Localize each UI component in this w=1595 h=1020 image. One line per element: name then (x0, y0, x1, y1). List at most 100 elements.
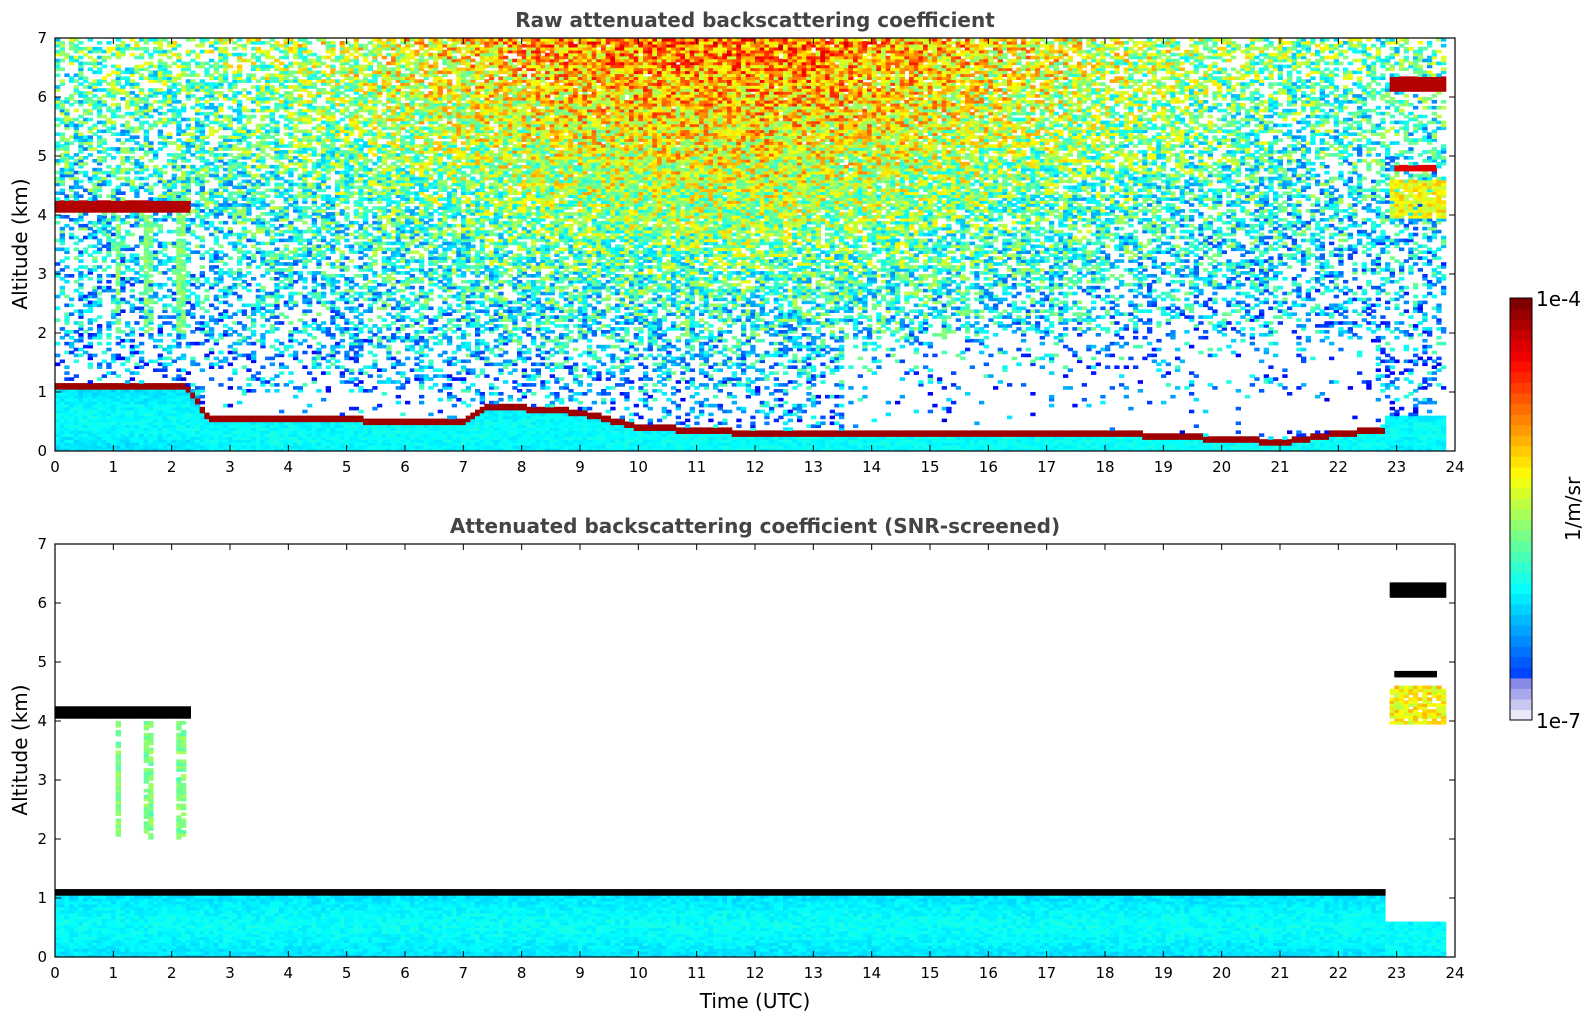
heatmap-cell (195, 97, 201, 101)
heatmap-cell (101, 79, 107, 83)
heatmap-cell (209, 161, 215, 166)
heatmap-cell (293, 394, 299, 399)
heatmap-cell (195, 82, 201, 86)
heatmap-cell (335, 194, 341, 198)
heatmap-cell (106, 173, 112, 178)
heatmap-cell (344, 197, 350, 201)
heatmap-cell (246, 170, 252, 175)
heatmap-cell (83, 303, 89, 308)
heatmap-cell (199, 61, 205, 66)
heatmap-cell (78, 353, 84, 358)
heatmap-cell (153, 164, 159, 169)
heatmap-cell (87, 117, 93, 122)
heatmap-cell (325, 430, 331, 434)
heatmap-cell (176, 392, 182, 396)
heatmap-cell (269, 277, 275, 281)
heatmap-cell (209, 91, 215, 95)
heatmap-cell (157, 397, 163, 402)
heatmap-cell (115, 427, 121, 431)
heatmap-cell (335, 279, 341, 284)
heatmap-cell (59, 203, 65, 207)
heatmap-cell (269, 85, 275, 89)
heatmap-cell (335, 424, 341, 428)
heatmap-cell (218, 424, 224, 428)
heatmap-cell (325, 170, 331, 175)
heatmap-cell (97, 439, 103, 443)
heatmap-cell (265, 262, 271, 266)
heatmap-cell (157, 259, 163, 263)
heatmap-cell (199, 215, 205, 219)
heatmap-cell (59, 43, 65, 48)
heatmap-cell (344, 442, 350, 446)
heatmap-cell (125, 247, 131, 252)
heatmap-cell (148, 436, 154, 440)
heatmap-cell (302, 324, 308, 328)
heatmap-cell (171, 430, 177, 434)
heatmap-cell (209, 256, 215, 260)
heatmap-cell (83, 415, 89, 420)
heatmap-cell (307, 147, 313, 151)
heatmap-cell (143, 330, 149, 334)
heatmap-cell (153, 150, 159, 154)
heatmap-cell (269, 218, 275, 222)
heatmap-cell (190, 400, 196, 405)
heatmap-cell (64, 315, 70, 319)
heatmap-cell (167, 188, 173, 193)
heatmap-cell (227, 229, 233, 234)
heatmap-cell (311, 229, 317, 234)
heatmap-cell (69, 406, 75, 411)
heatmap-cell (330, 344, 336, 349)
heatmap-cell (176, 265, 182, 269)
heatmap-cell (190, 126, 196, 131)
heatmap-cell (288, 265, 294, 269)
heatmap-cell (274, 123, 280, 128)
heatmap-cell (218, 176, 224, 181)
heatmap-cell (55, 409, 61, 414)
heatmap-cell (321, 108, 327, 113)
heatmap-cell (87, 433, 93, 437)
heatmap-cell (78, 324, 84, 328)
heatmap-cell (223, 427, 229, 431)
heatmap-cell (321, 188, 327, 193)
heatmap-cell (153, 238, 159, 243)
heatmap-cell (269, 439, 275, 443)
heatmap-cell (302, 43, 308, 48)
heatmap-cell (316, 229, 322, 234)
heatmap-cell (120, 356, 126, 361)
heatmap-cell (293, 350, 299, 355)
heatmap-cell (139, 203, 145, 207)
heatmap-cell (129, 185, 135, 190)
heatmap-cell (125, 67, 131, 72)
heatmap-cell (162, 52, 168, 57)
heatmap-cell (83, 85, 89, 89)
heatmap-cell (148, 102, 154, 107)
heatmap-cell (73, 421, 79, 426)
heatmap-cell (204, 85, 210, 89)
heatmap-cell (120, 123, 126, 128)
heatmap-cell (129, 344, 135, 349)
heatmap-cell (143, 279, 149, 284)
heatmap-cell (269, 206, 275, 210)
heatmap-cell (293, 439, 299, 443)
heatmap-cell (344, 291, 350, 296)
heatmap-cell (349, 232, 355, 237)
heatmap-cell (115, 445, 121, 449)
heatmap-cell (59, 232, 65, 237)
heatmap-cell (120, 159, 126, 163)
heatmap-cell (195, 147, 201, 151)
heatmap-cell (171, 256, 177, 260)
heatmap-cell (120, 330, 126, 334)
heatmap-cell (157, 111, 163, 116)
heatmap-cell (330, 350, 336, 355)
heatmap-cell (274, 185, 280, 190)
heatmap-cell (101, 400, 107, 405)
heatmap-cell (321, 253, 327, 257)
heatmap-cell (73, 400, 79, 405)
heatmap-cell (139, 123, 145, 128)
heatmap-cell (167, 55, 173, 60)
heatmap-cell (283, 123, 289, 128)
heatmap-cell (311, 105, 317, 110)
heatmap-cell (129, 433, 135, 437)
heatmap-cell (251, 436, 257, 440)
heatmap-cell (78, 55, 84, 60)
